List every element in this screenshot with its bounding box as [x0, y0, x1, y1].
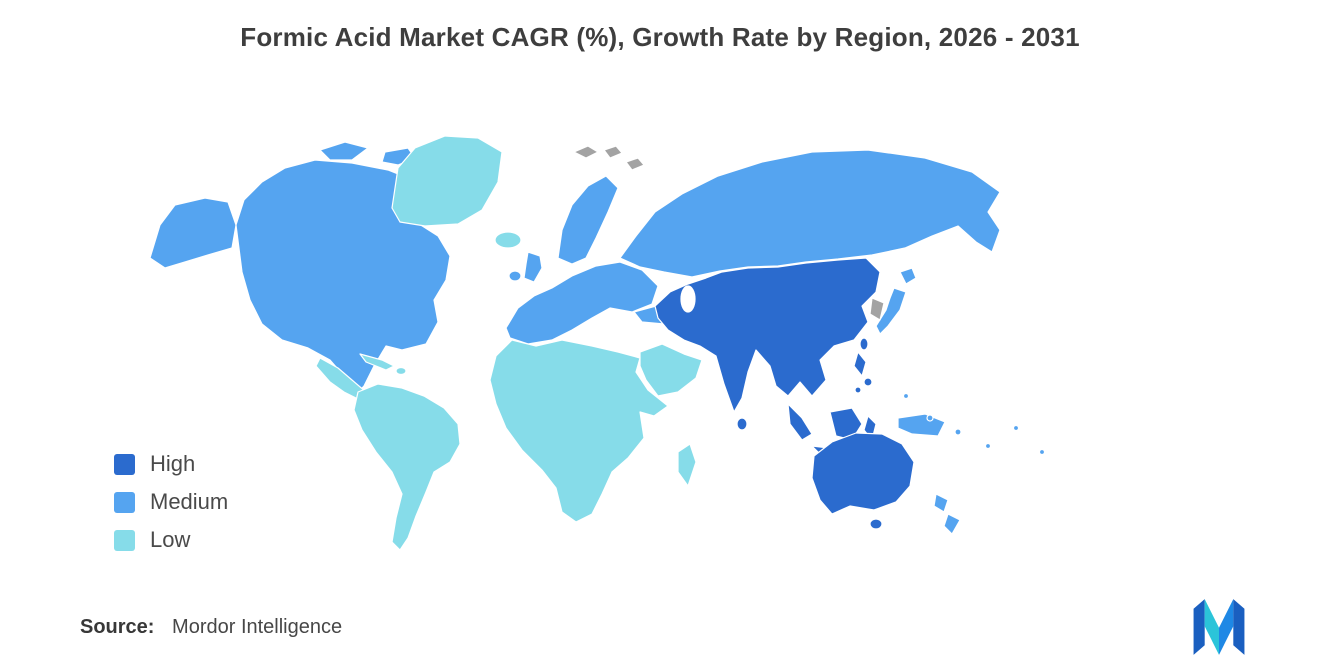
region-philippines — [854, 386, 862, 394]
region-ireland — [508, 270, 522, 282]
region-scandinavia — [557, 175, 619, 265]
source-label: Source: — [80, 616, 155, 638]
chart-title: Formic Acid Market CAGR (%), Growth Rate… — [240, 22, 1080, 52]
region-taiwan — [859, 337, 869, 351]
region-new-guinea — [897, 413, 946, 437]
caspian-sea — [680, 285, 696, 313]
logo-inner-descending-stroke — [1204, 599, 1219, 655]
region-new-zealand — [943, 513, 961, 535]
logo-inner-ascending-stroke — [1219, 599, 1234, 655]
region-south-america — [353, 383, 461, 551]
logo-right-stroke — [1233, 599, 1245, 655]
region-philippines — [863, 377, 873, 387]
region-korea — [869, 297, 885, 321]
source-line: Source: Mordor Intelligence — [80, 616, 342, 639]
region-svalbard — [603, 145, 623, 159]
map-regions — [149, 135, 1046, 551]
logo-left-stroke — [1193, 599, 1205, 655]
region-iceland — [494, 231, 522, 249]
legend-swatch-high-rect — [114, 453, 135, 475]
region-madagascar — [677, 443, 697, 487]
legend-item-high: High — [114, 451, 228, 476]
legend-label-medium: Medium — [150, 489, 229, 514]
region-cuba — [359, 353, 395, 371]
region-arabian-peninsula — [639, 343, 703, 397]
region-pacific-islands — [1038, 448, 1046, 456]
region-asia-pacific — [654, 257, 881, 413]
region-philippines — [853, 351, 867, 377]
region-sumatra — [787, 403, 813, 441]
region-pacific-islands — [1012, 424, 1020, 432]
region-africa — [489, 339, 669, 523]
region-australia — [811, 432, 915, 515]
region-sri-lanka — [736, 417, 748, 431]
region-pacific-islands — [926, 414, 934, 422]
legend-swatch-medium — [114, 491, 135, 513]
region-tasmania — [869, 518, 883, 530]
region-japan — [899, 267, 917, 285]
region-united-kingdom — [523, 251, 543, 283]
legend-swatch-low-rect — [114, 529, 135, 551]
region-pacific-islands — [984, 442, 992, 450]
legend-swatch-medium-rect — [114, 491, 135, 513]
source-text: Mordor Intelligence — [172, 616, 343, 638]
region-borneo — [829, 407, 863, 441]
mordor-intelligence-logo — [1193, 599, 1245, 655]
region-europe — [505, 261, 659, 345]
region-pacific-islands — [902, 392, 910, 400]
region-canadian-arctic-islands — [319, 141, 369, 161]
legend-swatch-high — [114, 453, 135, 475]
legend-item-medium: Medium — [114, 489, 229, 514]
region-alaska — [149, 197, 237, 269]
legend-label-high: High — [150, 451, 196, 476]
region-new-zealand — [933, 493, 949, 513]
legend-swatch-low — [114, 529, 135, 551]
region-svalbard — [625, 157, 645, 171]
legend-label-low: Low — [150, 527, 191, 552]
region-hispaniola — [395, 366, 407, 376]
legend-item-low: Low — [114, 527, 228, 552]
region-pacific-islands — [954, 428, 962, 436]
region-russia — [619, 149, 1001, 278]
legend: High Medium Low — [114, 451, 229, 566]
region-north-america — [235, 159, 451, 397]
region-svalbard — [573, 145, 599, 159]
region-japan — [875, 287, 907, 335]
region-greenland — [391, 135, 503, 227]
